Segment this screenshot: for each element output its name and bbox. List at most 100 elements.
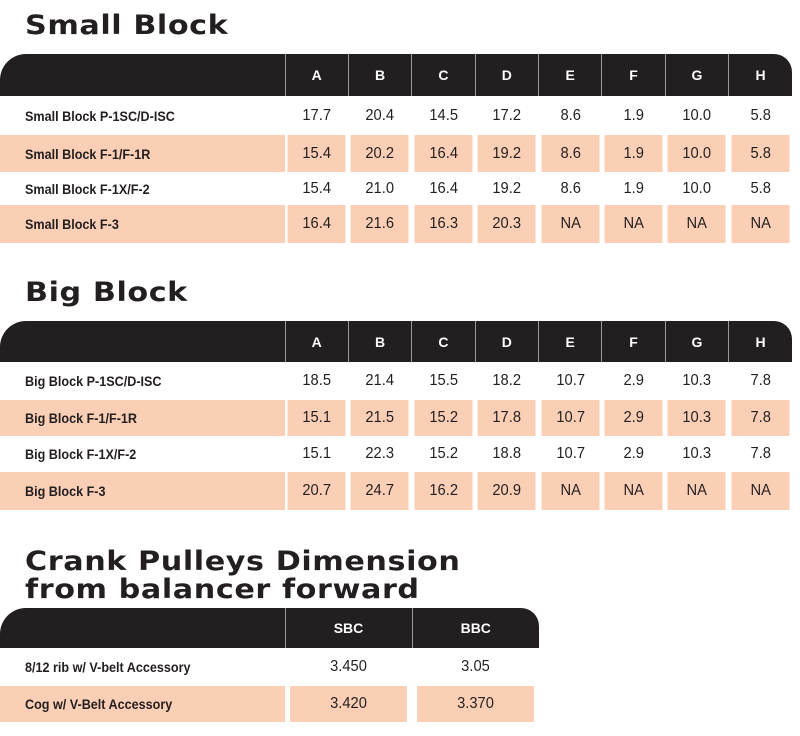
column-header-e: E xyxy=(537,321,602,362)
cell-a: 15.1 xyxy=(302,445,332,462)
crank-pulleys-title-line1: Crank Pulleys Dimension xyxy=(25,546,461,577)
cell-a: 20.7 xyxy=(287,472,346,510)
cell-f: 2.9 xyxy=(623,445,644,462)
cell-f: 2.9 xyxy=(623,372,644,389)
cell-b: 21.6 xyxy=(350,205,410,243)
table-row: Small Block F-3 16.4 21.6 16.3 20.3 NA NA NA NA xyxy=(0,205,792,243)
cell-d: 20.3 xyxy=(477,205,536,243)
table-row: Big Block P-1SC/D-ISC 18.5 21.4 15.5 18.2 10.… xyxy=(0,362,792,400)
column-header-bbc: BBC xyxy=(411,608,539,648)
column-header-a: A xyxy=(284,321,349,362)
cell-d: 20.9 xyxy=(477,472,536,510)
cell-e: 8.6 xyxy=(559,179,581,197)
cell-g: 10.3 xyxy=(667,400,727,436)
cell-g: NA xyxy=(667,205,727,243)
row-label: Big Block F-3 xyxy=(0,472,285,510)
table-row: Big Block F-1/F-1R 15.1 21.5 15.2 17.8 10.7 2.… xyxy=(0,400,792,436)
cell-g: 10.0 xyxy=(682,179,712,197)
cell-a: 16.4 xyxy=(287,205,346,243)
cell-d: 18.8 xyxy=(492,445,522,462)
cell-h: 7.8 xyxy=(750,445,771,462)
big-block-table: A B C D E F G H Big Block P-1SC/D-ISC 18.5 21.4 15.… xyxy=(0,321,792,510)
header-blank xyxy=(0,608,285,648)
cell-a: 15.4 xyxy=(302,179,332,197)
row-label-text: Cog w/ V-Belt Accessory xyxy=(25,696,173,712)
cell-a: 17.7 xyxy=(302,106,332,124)
cell-g: 10.3 xyxy=(682,445,712,462)
column-header-d: D xyxy=(474,321,539,362)
cell-d: 17.2 xyxy=(492,106,522,124)
row-label-text: Big Block F-3 xyxy=(25,483,106,499)
table-row: 8/12 rib w/ V-belt Accessory 3.450 3.05 xyxy=(0,648,539,686)
column-header-b: B xyxy=(347,321,412,362)
cell-g: NA xyxy=(667,472,727,510)
row-label-text: Big Block F-1X/F-2 xyxy=(25,446,137,462)
cell-g: 10.3 xyxy=(682,372,712,389)
cell-a: 15.1 xyxy=(287,400,346,436)
cell-c: 14.5 xyxy=(429,106,458,124)
cell-b: 20.4 xyxy=(365,106,395,124)
row-label-text: Small Block F-1X/F-2 xyxy=(25,180,150,197)
column-header-h: H xyxy=(728,54,792,96)
header-blank xyxy=(0,321,285,362)
cell-c: 16.4 xyxy=(414,135,473,172)
column-header-b: B xyxy=(347,54,412,96)
table-row: Small Block F-1/F-1R 15.4 20.2 16.4 19.2 8.6 1… xyxy=(0,135,792,172)
row-label: 8/12 rib w/ V-belt Accessory xyxy=(0,648,285,686)
cell-f: 1.9 xyxy=(623,106,644,124)
column-header-sbc: SBC xyxy=(284,608,412,648)
column-header-h: H xyxy=(728,321,792,362)
column-header-d: D xyxy=(474,54,539,96)
column-header-f: F xyxy=(601,321,666,362)
table-row: Big Block F-3 20.7 24.7 16.2 20.9 NA NA NA NA xyxy=(0,472,792,510)
cell-e: 8.6 xyxy=(541,135,600,172)
cell-f: NA xyxy=(604,472,663,510)
cell-c: 15.2 xyxy=(429,445,458,462)
cell-c: 16.4 xyxy=(429,179,458,197)
cell-f: NA xyxy=(604,205,663,243)
row-label: Small Block F-1/F-1R xyxy=(0,135,285,172)
column-header-a: A xyxy=(284,54,349,96)
cell-g: 10.0 xyxy=(667,135,727,172)
table-row: Big Block F-1X/F-2 15.1 22.3 15.2 18.8 10.7 2.… xyxy=(0,436,792,472)
table-row: Small Block F-1X/F-2 15.4 21.0 16.4 19.2 8.6 1… xyxy=(0,172,792,205)
header-blank xyxy=(0,54,285,96)
cell-h: 5.8 xyxy=(750,106,771,124)
row-label-text: Big Block P-1SC/D-ISC xyxy=(25,373,162,389)
cell-c: 15.2 xyxy=(414,400,473,436)
row-label: Big Block P-1SC/D-ISC xyxy=(0,362,285,400)
cell-h: NA xyxy=(731,205,790,243)
cell-c: 15.5 xyxy=(429,372,458,389)
small-block-table: A B C D E F G H Small Block P-1SC/D-ISC 17.7 20.4 1… xyxy=(0,54,792,243)
crank-pulleys-table: SBC BBC 8/12 rib w/ V-belt Accessory 3.450 3… xyxy=(0,608,539,722)
cell-c: 16.3 xyxy=(414,205,473,243)
cell-a: 18.5 xyxy=(302,372,332,389)
cell-d: 18.2 xyxy=(492,372,522,389)
cell-e: 8.6 xyxy=(559,106,581,124)
row-label: Small Block P-1SC/D-ISC xyxy=(0,96,285,135)
row-label: Big Block F-1/F-1R xyxy=(0,400,285,436)
cell-d: 19.2 xyxy=(477,135,536,172)
column-header-c: C xyxy=(411,321,476,362)
row-label-text: Big Block F-1/F-1R xyxy=(25,410,138,426)
cell-c: 16.2 xyxy=(414,472,473,510)
cell-b: 21.5 xyxy=(350,400,410,436)
cell-f: 1.9 xyxy=(604,135,663,172)
cell-d: 17.8 xyxy=(477,400,536,436)
cell-sbc: 3.450 xyxy=(330,658,367,675)
column-header-c: C xyxy=(411,54,476,96)
cell-g: 10.0 xyxy=(682,106,712,124)
row-label-text: Small Block P-1SC/D-ISC xyxy=(25,107,175,124)
cell-e: 10.7 xyxy=(541,400,600,436)
table-row: Small Block P-1SC/D-ISC 17.7 20.4 14.5 17.2 8… xyxy=(0,96,792,135)
cell-h: 5.8 xyxy=(750,179,771,197)
cell-sbc: 3.420 xyxy=(290,686,407,722)
cell-b: 22.3 xyxy=(365,445,395,462)
row-label: Small Block F-1X/F-2 xyxy=(0,172,285,205)
column-header-g: G xyxy=(664,54,729,96)
cell-b: 21.0 xyxy=(365,179,395,197)
column-header-e: E xyxy=(537,54,602,96)
cell-f: 2.9 xyxy=(604,400,663,436)
